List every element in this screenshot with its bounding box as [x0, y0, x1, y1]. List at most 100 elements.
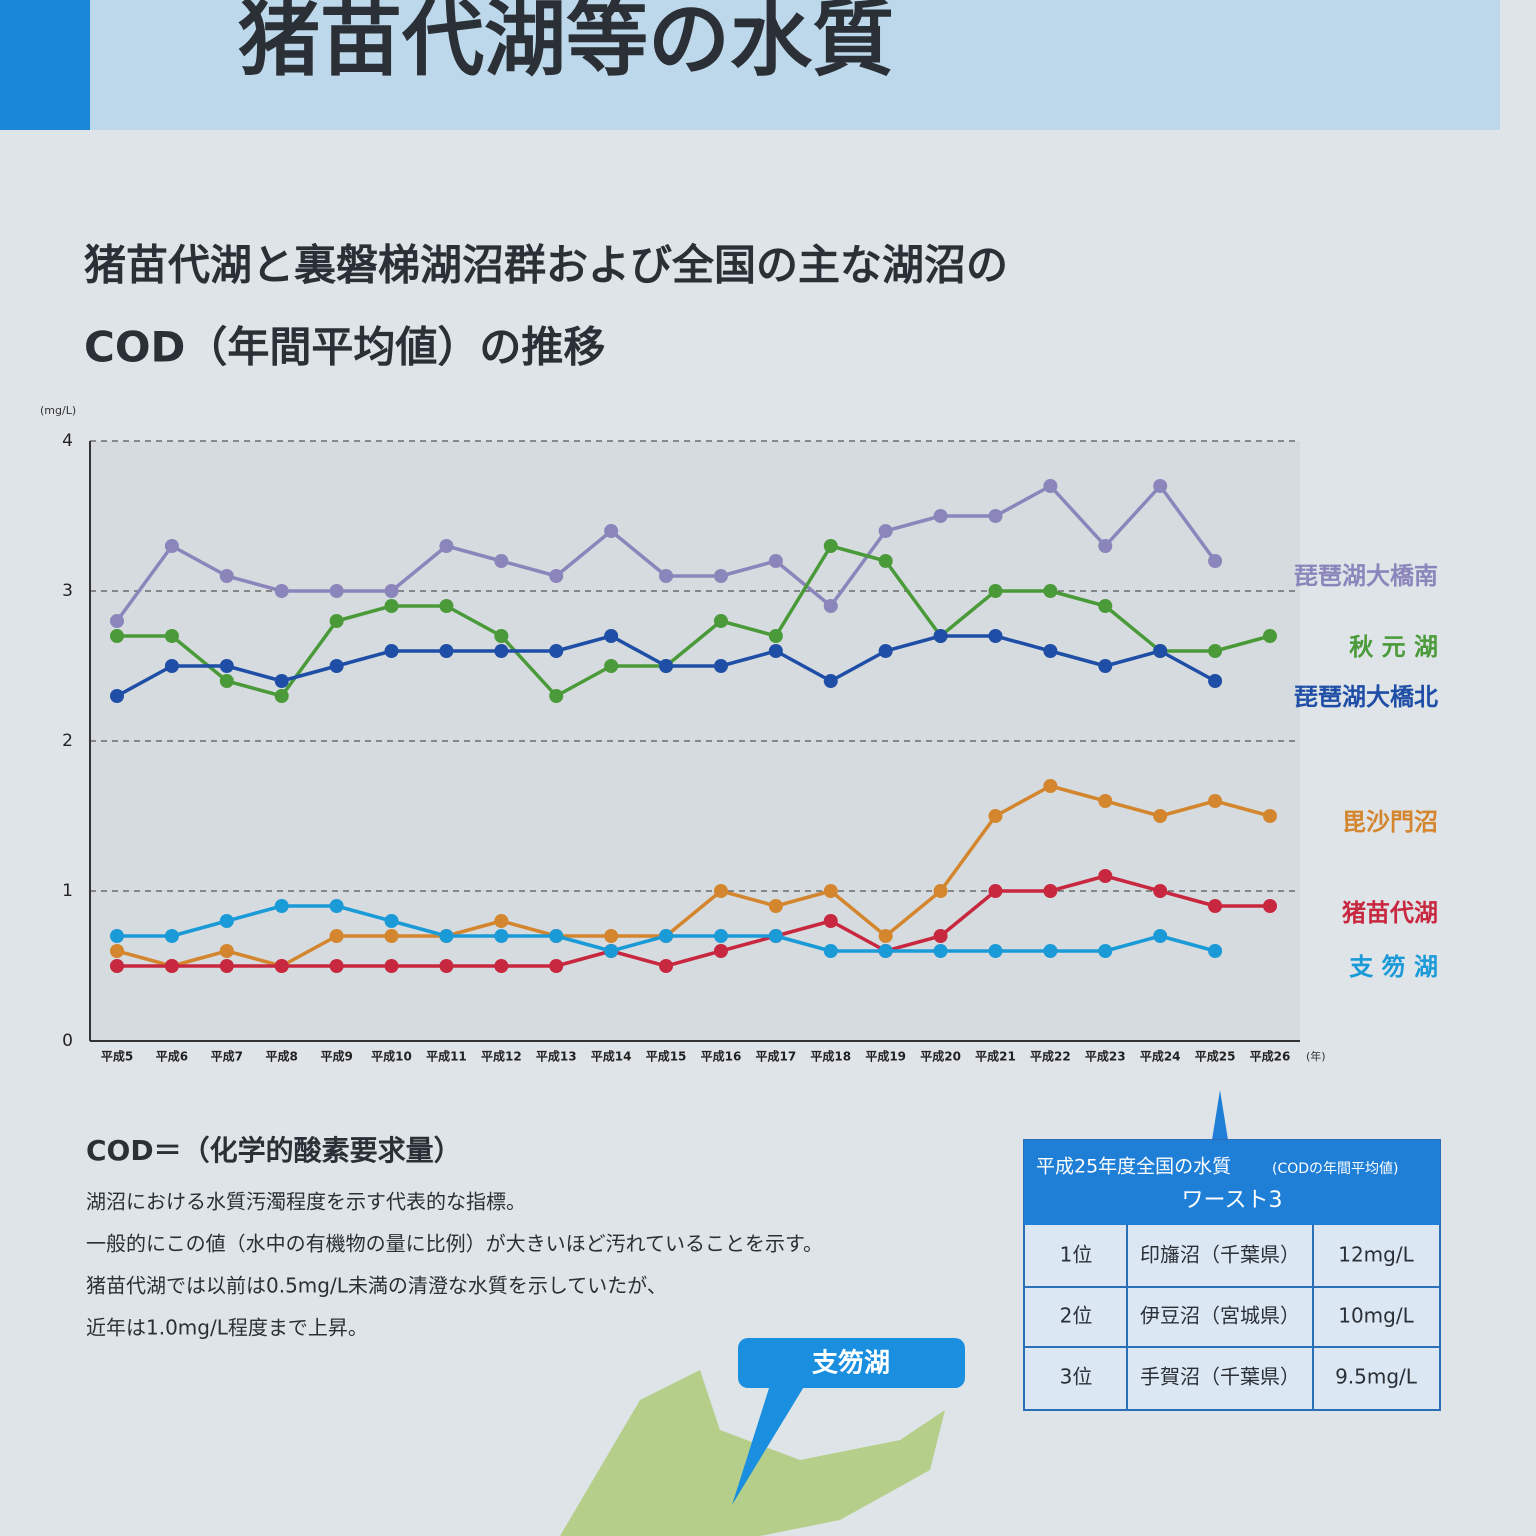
data-point: [329, 929, 344, 943]
data-point: [988, 809, 1003, 823]
data-point: [439, 539, 454, 553]
data-point: [549, 689, 564, 703]
data-point: [384, 584, 399, 598]
x-tick-label: 平成15: [646, 1049, 687, 1064]
data-point: [164, 659, 179, 673]
data-point: [1043, 779, 1058, 793]
data-point: [110, 614, 124, 628]
data-point: [1098, 599, 1113, 613]
data-point: [933, 509, 948, 523]
table-cell: 印旛沼（千葉県）: [1140, 1243, 1300, 1267]
data-point: [164, 629, 179, 643]
data-point: [274, 689, 289, 703]
notes-line: 一般的にこの値（水中の有機物の量に比例）が大きいほど汚れていることを示す。: [86, 1232, 823, 1256]
data-point: [604, 659, 619, 673]
data-point: [988, 629, 1003, 643]
data-point: [713, 614, 728, 628]
table-title-note: (CODの年間平均値): [1272, 1161, 1399, 1177]
table-pointer: [1212, 1090, 1228, 1140]
data-point: [823, 599, 838, 613]
y-unit: (mg/L): [40, 404, 76, 417]
data-point: [823, 674, 838, 688]
data-point: [384, 959, 399, 973]
data-point: [384, 644, 399, 658]
header-band: [0, 0, 1500, 130]
data-point: [494, 554, 509, 568]
data-point: [988, 944, 1003, 958]
data-point: [1098, 794, 1113, 808]
chart: 0 1 2 3 4 平成5 平成6 平成7 平成8 平成9 平成10 平成11 平成12 平成13 平成14…: [62, 431, 1438, 1064]
data-point: [1043, 644, 1058, 658]
x-tick-label: 平成16: [701, 1049, 742, 1064]
header-icon: [0, 0, 90, 130]
x-tick-label: 平成12: [481, 1049, 522, 1064]
x-tick-label: 平成20: [920, 1049, 961, 1064]
y-tick-label: 3: [62, 581, 73, 601]
series-line: [116, 784, 1271, 968]
table-title: 平成25年度全国の水質: [1036, 1156, 1231, 1178]
data-point: [1208, 944, 1223, 958]
x-tick-label: 平成8: [266, 1049, 298, 1064]
legend-label: 支 笏 湖: [1349, 953, 1438, 981]
data-point: [988, 584, 1003, 598]
data-point: [988, 884, 1003, 898]
x-tick-label: 平成17: [756, 1049, 797, 1064]
x-tick-label: 平成14: [591, 1049, 632, 1064]
legend-label: 琵琶湖大橋南: [1294, 562, 1438, 590]
notes-line: 猪苗代湖では以前は0.5mg/L未満の清澄な水質を示していたが、: [86, 1274, 667, 1298]
data-point: [933, 884, 948, 898]
data-point: [1043, 584, 1058, 598]
data-point: [823, 884, 838, 898]
data-point: [823, 944, 838, 958]
data-point: [1098, 944, 1113, 958]
data-point: [878, 929, 893, 943]
x-tick-label: 平成21: [975, 1049, 1016, 1064]
data-point: [549, 644, 564, 658]
series-line: [117, 874, 1270, 968]
x-tick-label: 平成11: [426, 1049, 467, 1064]
x-tick-label: 平成25: [1195, 1049, 1236, 1064]
data-point: [494, 914, 509, 928]
data-point: [439, 644, 454, 658]
table-cell: 2位: [1060, 1304, 1093, 1328]
data-point: [384, 914, 399, 928]
data-point: [823, 914, 838, 928]
data-point: [1098, 659, 1113, 673]
x-unit: (年): [1306, 1049, 1326, 1063]
table: 1位 印旛沼（千葉県） 12mg/L 2位 伊豆沼（宮城県） 10mg/L 3位 手賀沼（千葉…: [1060, 1243, 1418, 1389]
x-tick-label: 平成9: [320, 1049, 352, 1064]
data-point: [1153, 929, 1168, 943]
table-cell: 12mg/L: [1338, 1243, 1414, 1267]
data-point: [1043, 479, 1058, 493]
data-point: [274, 899, 289, 913]
data-point: [604, 944, 619, 958]
table-cell: 9.5mg/L: [1335, 1365, 1418, 1389]
data-point: [1153, 479, 1168, 493]
table-cell: 手賀沼（千葉県）: [1140, 1365, 1300, 1389]
data-point: [110, 629, 124, 643]
data-point: [604, 929, 619, 943]
data-point: [274, 674, 289, 688]
legend-label: 琵琶湖大橋北: [1294, 683, 1438, 711]
map-label: 支笏湖: [812, 1348, 890, 1379]
data-point: [1153, 644, 1168, 658]
data-point: [1208, 899, 1223, 913]
data-point: [549, 929, 564, 943]
x-tick-label: 平成7: [211, 1049, 243, 1064]
data-point: [878, 524, 893, 538]
data-point: [384, 929, 399, 943]
data-point: [329, 959, 344, 973]
x-tick-label: 平成6: [156, 1049, 188, 1064]
data-point: [878, 644, 893, 658]
data-point: [1208, 554, 1223, 568]
data-point: [439, 959, 454, 973]
data-point: [768, 929, 783, 943]
data-point: [768, 644, 783, 658]
data-point: [494, 629, 509, 643]
data-point: [164, 929, 179, 943]
x-tick-label: 平成22: [1030, 1049, 1071, 1064]
data-point: [1043, 944, 1058, 958]
data-point: [439, 599, 454, 613]
data-point: [933, 629, 948, 643]
